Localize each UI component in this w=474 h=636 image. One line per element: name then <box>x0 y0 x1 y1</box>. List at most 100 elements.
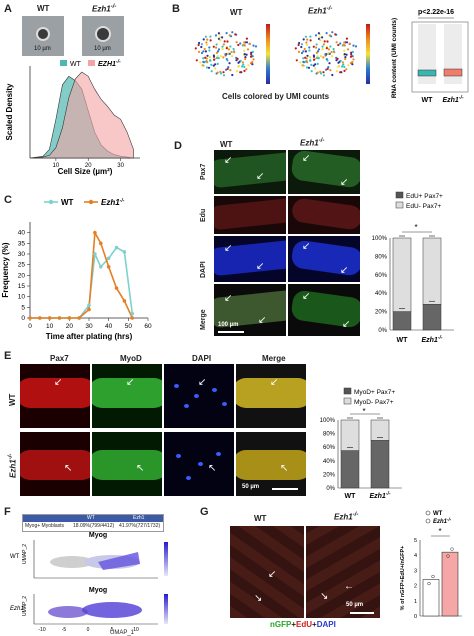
umap-point <box>239 59 242 62</box>
bar <box>441 551 459 617</box>
umap-point <box>335 41 338 44</box>
umap-point <box>304 50 307 53</box>
line-point <box>93 230 97 235</box>
umap-point <box>307 66 311 69</box>
y-axis-label: Scaled Density <box>5 83 14 140</box>
panel-a-density-chart: WT EZH1-/- 10 20 30 Cell Size (µm²) Scaled… <box>5 59 140 176</box>
umap-point <box>219 39 222 42</box>
e-xtick-wt: WT <box>345 493 357 500</box>
d-row-merge: Merge <box>200 309 207 330</box>
umap-point <box>203 47 206 51</box>
umap-point <box>300 43 304 46</box>
umap-point <box>308 46 311 49</box>
y-tick-label: 60% <box>375 273 388 279</box>
e-star: * <box>362 407 365 416</box>
umap-point <box>348 42 352 45</box>
umap-point <box>331 31 334 34</box>
umap-point <box>329 69 332 72</box>
umap-point <box>227 66 230 69</box>
line-point <box>99 241 103 246</box>
umap-point <box>197 50 201 53</box>
umap-point <box>210 70 213 73</box>
y-tick-label: 3 <box>414 568 417 574</box>
umap-point <box>214 67 217 70</box>
umap-point <box>332 47 335 51</box>
umap-point <box>295 59 298 62</box>
umap-point <box>308 56 312 59</box>
y-tick-label: 40 <box>18 230 26 237</box>
umap-point <box>326 67 329 70</box>
umap-point <box>304 56 307 59</box>
x-tick-label: 0 <box>28 323 32 330</box>
umap-point <box>352 44 355 47</box>
umap-point <box>254 45 258 48</box>
e-col-merge: Merge <box>262 354 286 363</box>
umap-point <box>244 57 247 61</box>
umap-point <box>324 53 327 56</box>
umap-point <box>197 43 200 47</box>
umap-point <box>309 35 312 38</box>
umap-point <box>206 38 209 41</box>
stacked-bar-segment <box>422 303 442 331</box>
legend-ko-swatch <box>88 60 95 66</box>
umap-point <box>305 66 309 69</box>
d-bars: 100% 80% 60% 40% 20% 0% <box>372 231 454 334</box>
umap-point <box>210 63 213 66</box>
colorbar-ko <box>366 24 370 84</box>
y-tick-label: 100% <box>372 236 388 242</box>
umap-point <box>308 49 311 52</box>
f-xtick-4: 10 <box>133 627 139 633</box>
line-point <box>106 256 111 261</box>
umap-point <box>317 48 321 51</box>
umap-point <box>328 52 331 55</box>
x-axis-label: Time after plating (hrs) <box>46 332 133 341</box>
line-point <box>122 299 127 303</box>
umap-point <box>233 51 236 54</box>
umap-point <box>222 74 226 77</box>
umap-point <box>200 51 204 55</box>
line-point <box>67 316 72 320</box>
umap-point <box>235 70 239 73</box>
e-img-ko-dapi: ↖ <box>164 432 234 496</box>
g-img-ko: ← ↘ 50 µm <box>306 526 380 618</box>
x-tick-label: 20 <box>66 323 74 330</box>
y-tick-label: 10 <box>18 294 26 301</box>
umap-point <box>241 61 244 64</box>
f-ko-label: Ezh1 <box>10 606 24 612</box>
umap-point <box>202 61 206 64</box>
y-tick-label: 25 <box>18 262 26 269</box>
umap-point <box>222 71 225 74</box>
panel-f-label: F <box>4 506 11 518</box>
umap-point <box>209 39 212 42</box>
d-img-ko-merge: ↙ ↙ <box>288 284 360 336</box>
umap-point <box>300 51 304 55</box>
e-img-wt-dapi: ↙ <box>164 364 234 428</box>
umap-point <box>337 43 340 47</box>
umap-point <box>216 62 219 65</box>
box-ylabel: RNA content (UMI counts) <box>391 18 398 98</box>
umap-point <box>316 62 319 65</box>
umap-point <box>231 73 234 77</box>
line-ko <box>30 229 134 319</box>
e-bars: 100% 80% 60% 40% 20% 0% <box>320 413 402 492</box>
line-wt <box>30 246 134 319</box>
g-star: * <box>438 527 441 536</box>
umap-point <box>341 61 344 64</box>
umap-point <box>343 41 346 44</box>
umap-point <box>209 35 212 38</box>
colorbar-wt <box>266 24 270 84</box>
umap-point <box>205 41 208 44</box>
g-ylabel: % of nGFP+EdU+/nGFP+ <box>400 546 406 611</box>
axis-ticks: 0 10 20 30 40 50 60 0 5 10 15 20 25 30 35 40 <box>18 230 152 330</box>
legend-wt-text: WT <box>70 61 82 68</box>
umap-point <box>234 33 237 36</box>
y-tick-label: 30 <box>18 251 26 258</box>
umap-point <box>202 38 205 41</box>
umap-point <box>302 57 305 60</box>
umap-point <box>335 70 339 73</box>
umap-point <box>312 45 315 48</box>
umap-point <box>221 48 224 51</box>
umap-point <box>316 71 319 74</box>
panel-g-bar-chart: WT Ezh1-/- 5 4 3 2 1 0 * % of nGFP+EdU+/nGFP+ <box>400 510 462 620</box>
umap-point <box>297 50 301 53</box>
